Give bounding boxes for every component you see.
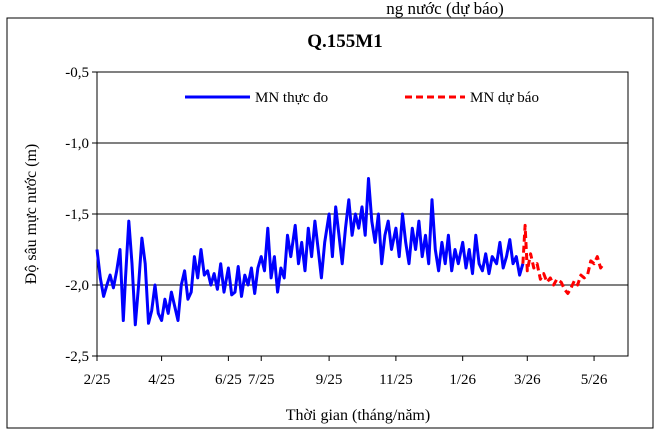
- y-axis-ticks: -0,5 -1,0 -1,5 -2,0 -2,5: [65, 65, 97, 365]
- series-layer: [95, 177, 606, 327]
- y-tick-label: -2,5: [65, 349, 89, 365]
- y-tick-label: -0,5: [65, 65, 89, 81]
- x-tick-label: 4/25: [148, 372, 175, 388]
- y-axis-label: Độ sâu mực nước (m): [23, 144, 40, 284]
- x-tick-label: 1/26: [449, 372, 476, 388]
- x-tick-label: 11/25: [379, 372, 413, 388]
- series-line-2: [521, 223, 606, 295]
- x-axis-ticks: 2/25 4/25 6/25 7/25 9/25 11/25 1/26 3/26 5/26: [84, 356, 608, 388]
- x-tick-label: 7/25: [248, 372, 275, 388]
- y-tick-label: -1,5: [65, 207, 89, 223]
- x-tick-label: 3/26: [514, 372, 541, 388]
- x-axis-label: Thời gian (tháng/năm): [286, 407, 430, 424]
- series-line-1: [95, 177, 525, 327]
- x-tick-label: 5/26: [581, 372, 608, 388]
- x-tick-label: 6/25: [215, 372, 242, 388]
- x-tick-label: 9/25: [316, 372, 343, 388]
- legend-label-1: MN thực đo: [255, 90, 328, 106]
- legend-label-2: MN dự báo: [470, 90, 539, 106]
- legend: MN thực đo MN dự báo: [185, 90, 539, 106]
- y-tick-label: -1,0: [65, 136, 89, 152]
- page-header-fragment: ng nước (dự báo): [386, 0, 504, 18]
- chart-title: Q.155M1: [307, 31, 382, 52]
- x-tick-label: 2/25: [84, 372, 111, 388]
- y-tick-label: -2,0: [65, 278, 89, 294]
